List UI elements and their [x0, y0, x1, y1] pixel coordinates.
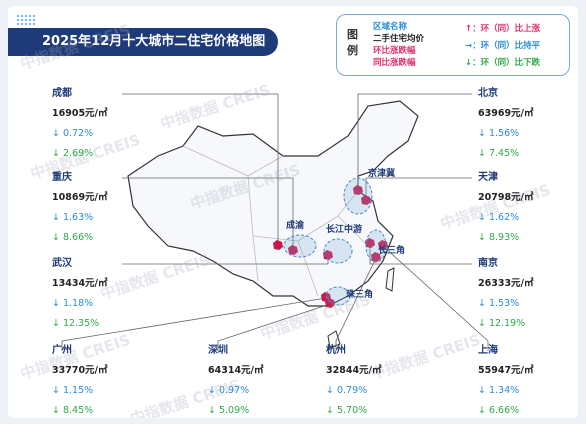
leader-line — [217, 303, 331, 351]
region-circle — [325, 286, 351, 306]
leader-line — [365, 177, 472, 201]
region-circle — [343, 177, 373, 215]
city-block: 广州 33770元/㎡ ↓ 1.15% ↓ 8.45% — [52, 341, 108, 418]
city-name: 上海 — [478, 345, 498, 356]
region-label: 京津冀 — [368, 167, 395, 179]
city-name: 深圳 — [208, 345, 228, 356]
city-price: 10869元/㎡ — [52, 192, 108, 203]
city-price: 55947元/㎡ — [478, 365, 534, 376]
leader-line — [122, 177, 294, 251]
city-name: 北京 — [478, 88, 498, 99]
decor-dots — [16, 14, 36, 26]
leader-line — [61, 297, 327, 351]
leader-line — [382, 245, 489, 351]
city-yoy: ↓ 5.70% — [326, 405, 368, 416]
city-area — [323, 250, 333, 260]
city-price: 64314元/㎡ — [208, 365, 264, 376]
city-name: 天津 — [478, 172, 498, 183]
city-yoy: ↓ 2.69% — [52, 148, 94, 159]
region-circle — [323, 238, 353, 264]
region-label: 长三角 — [378, 244, 405, 256]
city-yoy: ↓ 7.45% — [478, 148, 520, 159]
city-mom: ↓ 1.34% — [478, 385, 520, 396]
city-block: 南京 26333元/㎡ ↓ 1.53% ↓ 12.19% — [478, 254, 534, 334]
city-area — [273, 240, 283, 250]
city-block: 北京 63969元/㎡ ↓ 1.56% ↓ 7.45% — [478, 84, 534, 164]
city-name: 杭州 — [326, 345, 346, 356]
city-mom: ↓ 0.79% — [326, 385, 368, 396]
province-borders — [182, 145, 369, 297]
legend-heading: 图例 — [347, 28, 358, 57]
legend-arrows: ↑：环（同）比上涨 →：环（同）比持平 ↓：环（同）比下跌 — [465, 21, 540, 72]
city-area — [353, 185, 363, 195]
legend-item: 二手住宅均价 — [373, 34, 425, 44]
city-name: 武汉 — [52, 258, 72, 269]
city-area — [365, 238, 375, 248]
legend-arrow: ↓：环（同）比下跌 — [465, 58, 541, 68]
city-price: 33770元/㎡ — [52, 365, 108, 376]
region-label: 珠三角 — [346, 288, 373, 300]
city-yoy: ↓ 8.66% — [52, 232, 94, 243]
region-circle — [365, 229, 387, 263]
city-name: 南京 — [478, 258, 498, 269]
leader-line — [335, 257, 377, 351]
city-yoy: ↓ 12.35% — [52, 318, 100, 329]
legend-item: 同比涨跌幅 — [373, 58, 416, 68]
city-block: 武汉 13434元/㎡ ↓ 1.18% ↓ 12.35% — [52, 254, 108, 334]
city-mom: ↓ 1.63% — [52, 212, 94, 223]
legend-arrow: ↑：环（同）比上涨 — [465, 24, 541, 34]
city-yoy: ↓ 8.93% — [478, 232, 520, 243]
legend-arrow: →：环（同）比持平 — [465, 41, 541, 51]
city-price: 20798元/㎡ — [478, 192, 534, 203]
title: 2025年12月十大城市二住宅价格地图 — [8, 28, 278, 56]
city-price: 32844元/㎡ — [326, 365, 382, 376]
city-mom: ↓ 1.15% — [52, 385, 94, 396]
legend-items: 区域名称 二手住宅均价 环比涨跌幅 同比涨跌幅 — [373, 21, 424, 69]
city-mom: ↓ 0.72% — [52, 128, 94, 139]
city-mom: ↓ 1.53% — [478, 298, 520, 309]
legend: 图例 区域名称 二手住宅均价 环比涨跌幅 同比涨跌幅 ↑：环（同）比上涨 →：环… — [336, 14, 570, 76]
city-yoy: ↓ 8.45% — [52, 405, 94, 416]
city-mom: ↓ 1.62% — [478, 212, 520, 223]
city-yoy: ↓ 12.19% — [478, 318, 526, 329]
city-price: 26333元/㎡ — [478, 278, 534, 289]
region-label: 长江中游 — [326, 223, 362, 235]
city-yoy: ↓ 6.66% — [478, 405, 520, 416]
city-area — [371, 252, 381, 262]
city-name: 重庆 — [52, 172, 72, 183]
city-mom: ↓ 1.18% — [52, 298, 94, 309]
region-circle — [283, 234, 317, 258]
city-block: 杭州 32844元/㎡ ↓ 0.79% ↓ 5.70% — [326, 341, 382, 418]
city-price: 16905元/㎡ — [52, 108, 108, 119]
city-block: 天津 20798元/㎡ ↓ 1.62% ↓ 8.93% — [478, 168, 534, 248]
leader-line — [122, 93, 279, 246]
islands — [327, 267, 395, 349]
city-area — [361, 195, 371, 205]
city-block: 深圳 64314元/㎡ ↓ 0.97% ↓ 5.09% — [208, 341, 264, 418]
legend-item: 区域名称 — [373, 22, 408, 32]
city-mom: ↓ 0.97% — [208, 385, 250, 396]
city-name: 广州 — [52, 345, 72, 356]
city-mom: ↓ 1.56% — [478, 128, 520, 139]
city-area — [325, 298, 335, 308]
leader-line — [369, 244, 472, 265]
china-outline — [127, 100, 419, 307]
city-area — [288, 245, 298, 255]
city-block: 上海 55947元/㎡ ↓ 1.34% ↓ 6.66% — [478, 341, 534, 418]
city-name: 成都 — [52, 88, 72, 99]
leader-lines — [61, 93, 489, 351]
card: 京津冀成渝 长江中游长三角珠三角 2025年12月十大城市二住宅价格地图 图例 区… — [8, 6, 578, 418]
city-price: 63969元/㎡ — [478, 108, 534, 119]
leader-line — [357, 93, 472, 191]
legend-item: 环比涨跌幅 — [373, 46, 416, 56]
city-yoy: ↓ 5.09% — [208, 405, 250, 416]
city-block: 重庆 10869元/㎡ ↓ 1.63% ↓ 8.66% — [52, 168, 108, 248]
city-block: 成都 16905元/㎡ ↓ 0.72% ↓ 2.69% — [52, 84, 108, 164]
city-price: 13434元/㎡ — [52, 278, 108, 289]
region-label: 成渝 — [286, 219, 305, 231]
